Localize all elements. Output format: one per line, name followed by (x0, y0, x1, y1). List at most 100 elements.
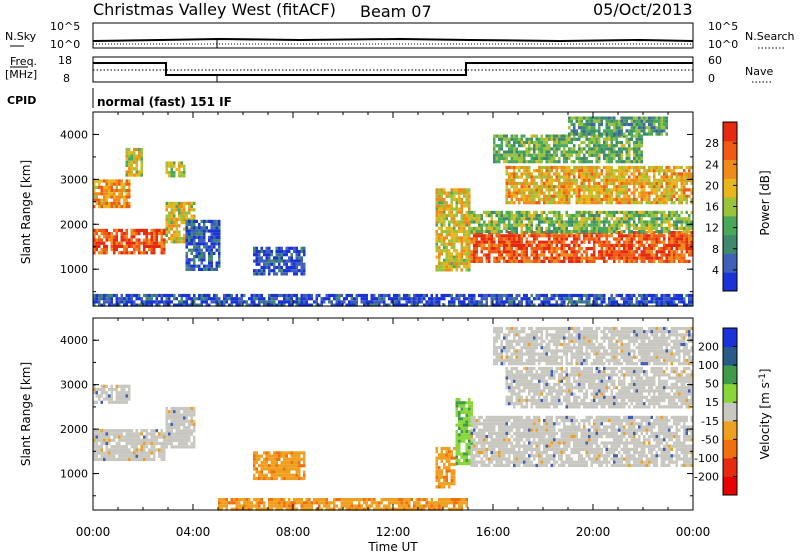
heatmap-cell (508, 188, 511, 192)
heatmap-cell (683, 188, 686, 192)
heatmap-cell (135, 244, 138, 248)
heatmap-cell (458, 261, 461, 266)
heatmap-cell (690, 201, 693, 205)
heatmap-cell (618, 240, 621, 244)
heatmap-cell (120, 228, 123, 232)
heatmap-cell (155, 241, 158, 245)
heatmap-cell (280, 256, 283, 260)
heatmap-cell (505, 253, 508, 257)
heatmap-cell (460, 303, 463, 307)
heatmap-cell (603, 250, 606, 254)
heatmap-cell (463, 297, 466, 301)
heatmap-cell (563, 300, 566, 304)
heatmap-cell (438, 204, 441, 208)
heatmap-cell (193, 214, 196, 218)
heatmap-cell (658, 194, 661, 198)
heatmap-cell (618, 223, 621, 227)
heatmap-cell (508, 237, 511, 241)
heatmap-cell (188, 267, 191, 271)
heatmap-cell (578, 169, 581, 173)
heatmap-cell (190, 258, 193, 262)
colorbar-swatch (723, 197, 737, 217)
heatmap-cell (233, 300, 236, 304)
heatmap-cell (485, 234, 488, 238)
heatmap-cell (565, 256, 568, 260)
heatmap-cell (648, 116, 651, 120)
heatmap-cell (183, 208, 186, 212)
heatmap-cell (193, 248, 196, 252)
heatmap-cell (175, 422, 178, 427)
heatmap-cell (505, 156, 508, 161)
heatmap-cell (528, 259, 531, 263)
heatmap-cell (148, 438, 151, 442)
heatmap-cell (178, 435, 181, 439)
heatmap-cell (465, 265, 468, 269)
heatmap-cell (458, 258, 461, 262)
heatmap-cell (533, 197, 536, 202)
heatmap-cell (670, 243, 673, 247)
heatmap-cell (658, 172, 661, 176)
heatmap-cell (655, 300, 658, 304)
heatmap-cell (138, 154, 141, 158)
heatmap-cell (580, 256, 583, 260)
heatmap-cell (193, 267, 196, 271)
heatmap-cell (378, 293, 381, 298)
heatmap-cell (168, 432, 171, 436)
heatmap-cell (95, 435, 98, 439)
heatmap-cell (198, 303, 201, 307)
heatmap-cell (668, 217, 671, 221)
heatmap-cell (598, 191, 601, 195)
heatmap-cell (448, 293, 451, 298)
heatmap-cell (100, 185, 103, 189)
heatmap-cell (525, 300, 528, 304)
heatmap-cell (130, 238, 133, 242)
heatmap-cell (598, 297, 601, 301)
heatmap-cell (293, 265, 296, 270)
heatmap-cell (510, 247, 513, 251)
heatmap-cell (578, 197, 581, 202)
heatmap-cell (600, 230, 603, 234)
heatmap-cell (188, 258, 191, 262)
heatmap-cell (658, 119, 661, 123)
heatmap-cell (515, 259, 518, 263)
heatmap-cell (303, 300, 306, 304)
heatmap-cell (533, 256, 536, 260)
heatmap-cell (540, 217, 543, 221)
heatmap-cell (585, 119, 588, 123)
heatmap-cell (195, 264, 198, 268)
heatmap-cell (568, 247, 571, 251)
heatmap-cell (138, 151, 141, 155)
heatmap-cell (690, 197, 693, 202)
heatmap-cell (213, 239, 216, 243)
heatmap-cell (643, 256, 646, 260)
heatmap-cell (473, 220, 476, 224)
heatmap-cell (620, 223, 623, 227)
heatmap-cell (510, 300, 513, 304)
heatmap-cell (610, 250, 613, 254)
heatmap-cell (568, 256, 571, 260)
heatmap-cell (518, 210, 521, 214)
heatmap-cell (430, 303, 433, 307)
heatmap-cell (630, 223, 633, 227)
heatmap-cell (620, 129, 623, 133)
heatmap-cell (443, 236, 446, 240)
heatmap-cell (598, 172, 601, 176)
heatmap-cell (118, 445, 121, 449)
heatmap-cell (585, 253, 588, 257)
heatmap-cell (465, 220, 468, 224)
heatmap-cell (638, 150, 641, 154)
heatmap-cell (115, 189, 118, 193)
heatmap-cell (673, 210, 676, 214)
heatmap-cell (173, 419, 176, 423)
heatmap-cell (590, 201, 593, 205)
heatmap-cell (103, 235, 106, 239)
heatmap-cell (543, 256, 546, 260)
heatmap-cell (568, 137, 571, 141)
heatmap-cell (115, 248, 118, 252)
heatmap-cell (495, 230, 498, 234)
heatmap-cell (165, 438, 168, 443)
heatmap-cell (513, 134, 516, 138)
heatmap-cell (95, 394, 98, 398)
heatmap-cell (563, 243, 566, 247)
heatmap-cell (573, 256, 576, 260)
